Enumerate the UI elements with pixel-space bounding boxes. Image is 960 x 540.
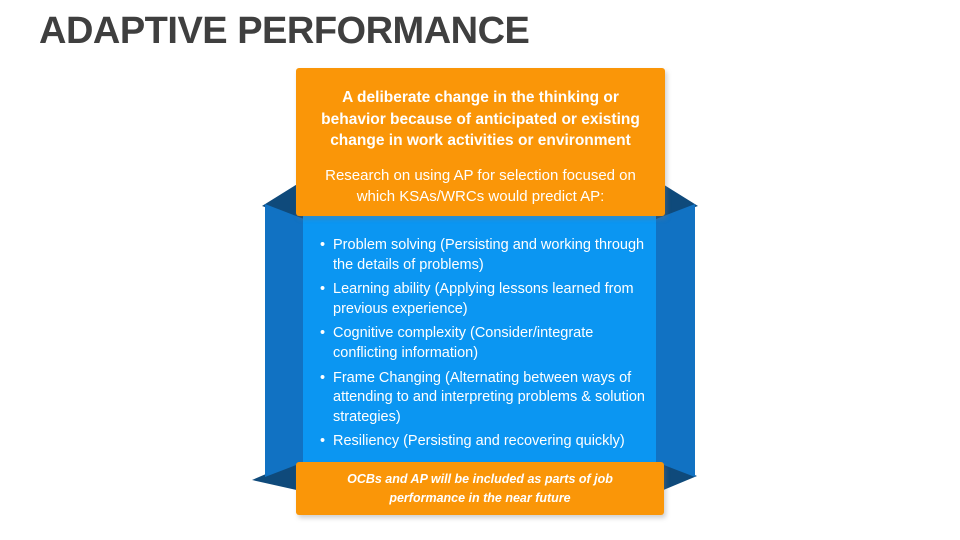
list-item-resiliency: Resiliency (Persisting and recovering qu… [319, 432, 654, 452]
footer-text: OCBs and AP will be included as parts of… [347, 471, 613, 505]
list-item-learning-ability: Learning ability (Applying lessons learn… [319, 280, 654, 319]
research-text: Research on using AP for selection focus… [325, 166, 636, 205]
slide-title: ADAPTIVE PERFORMANCE [39, 10, 530, 52]
definition-box: A deliberate change in the thinking or b… [296, 68, 665, 216]
footer-box: OCBs and AP will be included as parts of… [296, 462, 664, 515]
side-panel-left [265, 204, 304, 477]
list-item-cognitive-complexity: Cognitive complexity (Consider/integrate… [319, 324, 654, 363]
ksa-list-box: Problem solving (Persisting and working … [303, 216, 656, 463]
ksa-list: Problem solving (Persisting and working … [303, 216, 656, 452]
fold-corner-bottom-right [659, 459, 697, 491]
definition-text: A deliberate change in the thinking or b… [321, 89, 640, 149]
list-item-problem-solving: Problem solving (Persisting and working … [319, 236, 654, 275]
list-item-frame-changing: Frame Changing (Alternating between ways… [319, 369, 654, 428]
side-panel-right [656, 204, 695, 477]
